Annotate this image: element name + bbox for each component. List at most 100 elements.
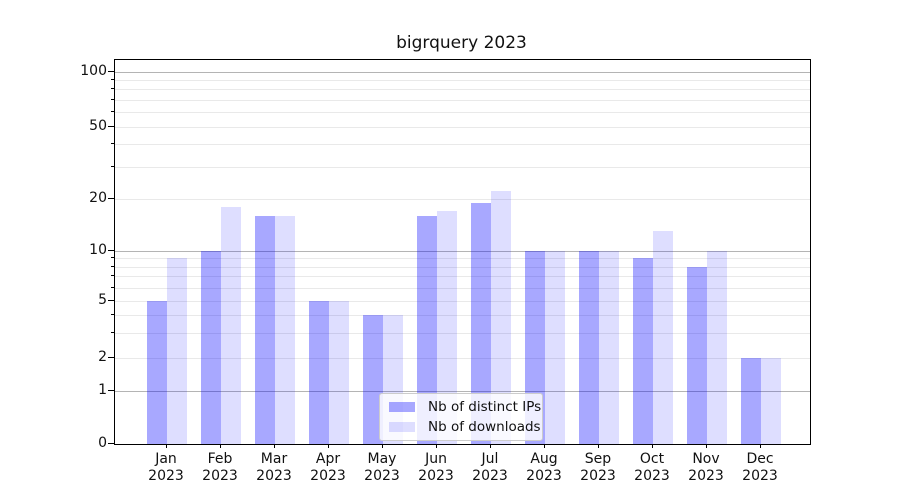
- y-axis-minortick-40: [111, 143, 114, 145]
- minor-gridline-5: [115, 301, 810, 302]
- y-axis-minortick-80: [111, 88, 114, 90]
- x-axis-label-jun: Jun 2023: [404, 451, 468, 485]
- y-axis-tick-label-20: 20: [89, 190, 107, 206]
- minor-gridline-7: [115, 276, 810, 278]
- bar-downloads-apr: [329, 301, 349, 444]
- legend-label-distinct-ips: Nb of distinct IPs: [428, 399, 542, 415]
- bar-downloads-jun: [437, 211, 457, 444]
- minor-gridline-4: [115, 314, 810, 316]
- x-axis-tick-feb: [220, 444, 221, 448]
- minor-gridline-8: [115, 266, 810, 268]
- bar-distinct-ips-oct: [633, 258, 653, 444]
- major-gridline-10: [115, 250, 810, 252]
- y-axis-tick-label-10: 10: [89, 241, 107, 258]
- bar-downloads-jul: [491, 191, 511, 444]
- y-axis-minortick-8: [111, 265, 114, 267]
- x-label-month: Dec: [746, 451, 774, 467]
- x-label-year: 2023: [742, 468, 778, 484]
- y-axis-minortick-6: [111, 286, 114, 288]
- minor-gridline-30: [115, 166, 810, 168]
- y-axis-minortick-60: [111, 111, 114, 113]
- y-axis-minortick-9: [111, 257, 114, 259]
- legend-label-downloads: Nb of downloads: [428, 419, 541, 435]
- x-axis-label-nov: Nov 2023: [674, 451, 738, 485]
- x-axis-label-mar: Mar 2023: [242, 451, 306, 485]
- x-label-month: May: [367, 451, 397, 467]
- x-label-year: 2023: [364, 468, 400, 484]
- x-label-month: Jan: [155, 451, 177, 467]
- minor-gridline-70: [115, 99, 810, 101]
- bar-distinct-ips-jan: [147, 301, 167, 444]
- bar-distinct-ips-jun: [417, 215, 437, 444]
- x-axis-label-apr: Apr 2023: [296, 451, 360, 485]
- y-axis-minortick-70: [111, 98, 114, 100]
- x-axis-tick-aug: [544, 444, 545, 448]
- bar-distinct-ips-mar: [255, 215, 275, 444]
- x-label-year: 2023: [256, 468, 292, 484]
- minor-gridline-9: [115, 258, 810, 260]
- x-axis-label-dec: Dec 2023: [728, 451, 792, 485]
- x-label-month: Apr: [315, 451, 341, 467]
- x-axis-tick-may: [382, 444, 383, 448]
- x-axis-tick-sep: [598, 444, 599, 448]
- x-label-year: 2023: [634, 468, 670, 484]
- bar-downloads-oct: [653, 231, 673, 444]
- y-axis-tick-label-100: 100: [80, 62, 107, 79]
- y-axis-tick-label-0: 0: [98, 435, 107, 451]
- x-label-year: 2023: [526, 468, 562, 484]
- minor-gridline-90: [115, 79, 810, 81]
- y-axis-tick-1: [108, 390, 114, 391]
- x-label-month: Jul: [481, 451, 499, 467]
- x-axis-tick-mar: [274, 444, 275, 448]
- minor-gridline-20: [115, 199, 810, 200]
- minor-gridline-6: [115, 287, 810, 289]
- x-label-year: 2023: [148, 468, 184, 484]
- legend-item-distinct-ips: Nb of distinct IPs: [389, 399, 541, 415]
- minor-gridline-3: [115, 332, 810, 334]
- plot-area: Nb of distinct IPs Nb of downloads: [114, 59, 811, 445]
- chart-title: bigrquery 2023: [396, 33, 527, 53]
- bar-downloads-jan: [167, 258, 187, 444]
- major-gridline-1: [115, 391, 810, 392]
- x-axis-tick-jun: [436, 444, 437, 448]
- x-axis-label-oct: Oct 2023: [620, 451, 684, 485]
- x-label-year: 2023: [418, 468, 454, 484]
- x-axis-tick-nov: [706, 444, 707, 448]
- legend: Nb of distinct IPs Nb of downloads: [379, 393, 543, 441]
- minor-gridline-80: [115, 89, 810, 91]
- x-axis-tick-oct: [652, 444, 653, 448]
- y-axis-minortick-7: [111, 275, 114, 277]
- y-axis-tick-100: [108, 70, 114, 72]
- minor-gridline-50: [115, 126, 810, 128]
- bar-downloads-nov: [707, 250, 727, 444]
- bar-downloads-dec: [761, 358, 781, 444]
- legend-item-downloads: Nb of downloads: [389, 419, 541, 435]
- y-axis-tick-label-2: 2: [98, 349, 107, 365]
- x-label-year: 2023: [688, 468, 724, 484]
- y-axis-minortick-4: [111, 313, 114, 315]
- x-label-month: Feb: [207, 451, 233, 467]
- bar-distinct-ips-may: [363, 314, 383, 444]
- y-axis-minortick-90: [111, 78, 114, 80]
- bar-downloads-feb: [221, 206, 241, 444]
- bar-downloads-sep: [599, 250, 619, 444]
- bar-downloads-aug: [545, 250, 565, 444]
- x-axis-tick-jul: [490, 444, 491, 448]
- legend-swatch-distinct-ips: [389, 402, 415, 412]
- x-label-month: Nov: [692, 451, 720, 467]
- y-axis-minortick-5: [111, 300, 114, 301]
- x-axis-label-sep: Sep 2023: [566, 451, 630, 485]
- y-axis-tick-label-5: 5: [98, 292, 107, 308]
- y-axis-minortick-3: [111, 331, 114, 333]
- minor-gridline-2: [115, 358, 810, 359]
- y-axis-minortick-20: [111, 198, 114, 199]
- x-label-year: 2023: [580, 468, 616, 484]
- y-axis-minortick-30: [111, 165, 114, 167]
- bar-downloads-mar: [275, 215, 295, 444]
- x-axis-label-jan: Jan 2023: [134, 451, 198, 485]
- x-label-month: Mar: [260, 451, 288, 467]
- bar-distinct-ips-dec: [741, 358, 761, 444]
- x-axis-tick-jan: [166, 444, 167, 448]
- y-axis-minortick-50: [111, 125, 114, 127]
